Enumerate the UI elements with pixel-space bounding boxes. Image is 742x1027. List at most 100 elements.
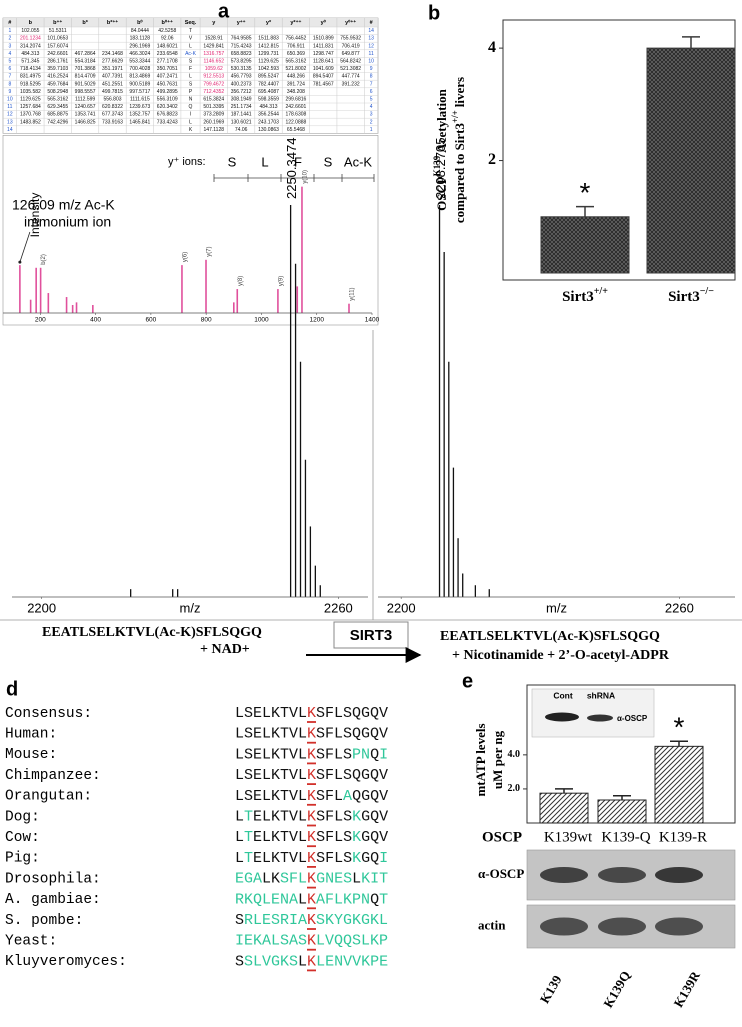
sequence-segment: Q bbox=[370, 891, 379, 908]
enzyme-box bbox=[333, 621, 409, 649]
table-cell: 554.3184 bbox=[75, 59, 96, 65]
table-cell: S bbox=[189, 59, 193, 65]
annotation-pointer bbox=[19, 231, 31, 263]
x-axis-label: m/z bbox=[180, 600, 201, 615]
table-header: b⁰⁺⁺ bbox=[162, 19, 173, 26]
sequence-segment: SKYGKGKL bbox=[316, 912, 388, 929]
table-cell: 712.4352 bbox=[203, 89, 224, 95]
table-cell: 742.4296 bbox=[47, 119, 68, 125]
sequence-segment: EGA bbox=[235, 871, 262, 888]
y-tick-label: 2 bbox=[488, 151, 496, 168]
table-cell: S bbox=[189, 81, 193, 87]
table-cell: 7 bbox=[8, 74, 11, 80]
table-cell: 1129.625 bbox=[20, 97, 41, 103]
species-name: Mouse: bbox=[5, 747, 57, 763]
table-cell: 1429.841 bbox=[203, 43, 224, 49]
table-cell: 700.4028 bbox=[129, 66, 150, 72]
table-cell: 620.8322 bbox=[102, 104, 123, 110]
sequence: LSELKTVLKSFLSQGQV bbox=[235, 726, 388, 743]
table-cell: F bbox=[189, 66, 192, 72]
table-cell: 501.3395 bbox=[203, 104, 224, 110]
table-cell: 4 bbox=[8, 51, 11, 57]
table-cell: 10 bbox=[7, 97, 13, 103]
table-cell: 359.7103 bbox=[47, 66, 68, 72]
table-cell: 718.4134 bbox=[20, 66, 41, 72]
sequence-segment: S bbox=[235, 953, 244, 970]
table-cell: 677.3743 bbox=[102, 112, 123, 118]
sequence: EGALKSFLKGNESLKIT bbox=[235, 871, 388, 888]
table-cell: 1059.62 bbox=[205, 66, 223, 72]
sequence-segment: K bbox=[352, 850, 361, 867]
sequence-segment: K bbox=[307, 891, 316, 908]
table-cell: 157.6074 bbox=[47, 43, 68, 49]
table-cell: 147.1128 bbox=[204, 127, 225, 133]
species-name: Pig: bbox=[5, 851, 40, 867]
species-name: Kluyveromyces: bbox=[5, 954, 127, 970]
table-cell: 74.06 bbox=[235, 127, 248, 133]
table-cell: 813.4869 bbox=[129, 74, 150, 80]
y-label-superscript: +/+ bbox=[450, 110, 460, 123]
ion-residue: S bbox=[228, 154, 237, 169]
species-name: Human: bbox=[5, 727, 57, 743]
table-cell: 1299.731 bbox=[258, 51, 279, 57]
table-cell: 5 bbox=[8, 59, 11, 65]
table-cell: 695.4087 bbox=[258, 89, 279, 95]
table-cell: 701.3868 bbox=[75, 66, 96, 72]
table-header: y bbox=[212, 20, 216, 26]
table-cell: 92.06 bbox=[161, 36, 174, 42]
sequence-segment: L bbox=[352, 871, 361, 888]
table-cell: 187.1441 bbox=[231, 112, 252, 118]
table-cell: 530.3135 bbox=[231, 66, 252, 72]
table-cell: 1510.899 bbox=[313, 36, 334, 42]
inset-lane: shRNA bbox=[587, 690, 615, 700]
bar bbox=[539, 792, 589, 824]
table-cell: 499.7815 bbox=[102, 89, 123, 95]
table-cell: 102.055 bbox=[21, 28, 39, 34]
table-cell: 571.345 bbox=[21, 59, 39, 65]
y-label-part: Acetylation bbox=[434, 88, 449, 152]
sequence: RKQLENALKAFLKPNQT bbox=[235, 891, 388, 908]
y-label-part: livers bbox=[452, 77, 467, 107]
y-axis-label: OSCPK139 Acetylation bbox=[432, 88, 449, 210]
table-header-bg bbox=[3, 18, 378, 27]
table-cell: N bbox=[189, 97, 193, 103]
blot-band bbox=[540, 917, 588, 936]
table-cell: 201.1234 bbox=[20, 36, 41, 42]
table-cell: 1353.741 bbox=[75, 112, 96, 118]
table-cell: 1411.831 bbox=[313, 43, 334, 49]
table-cell: 756.4452 bbox=[285, 36, 306, 42]
table-cell: L bbox=[189, 119, 192, 125]
category-name: Sirt3 bbox=[562, 289, 594, 305]
sequence: LSELKTVLKSFLSQGQV bbox=[235, 767, 388, 784]
table-cell: Q bbox=[189, 104, 193, 110]
blot-band bbox=[540, 867, 588, 883]
table-cell: 1042.593 bbox=[258, 66, 279, 72]
sequence-segment: A bbox=[343, 788, 352, 805]
table-cell: 356.2544 bbox=[258, 112, 279, 118]
sequence-segment: LENVVKPE bbox=[316, 953, 388, 970]
sequence-segment: K bbox=[352, 829, 361, 846]
error-bar bbox=[555, 788, 573, 794]
table-header: y* bbox=[266, 20, 272, 26]
sequence-segment: PN bbox=[352, 746, 370, 763]
table-header: b* bbox=[82, 20, 88, 26]
table-cell: 676.8823 bbox=[157, 112, 178, 118]
panel-label: a bbox=[218, 0, 230, 22]
table-cell: V bbox=[189, 36, 193, 42]
table-cell: 764.9585 bbox=[231, 36, 252, 42]
x-tick-label: 400 bbox=[90, 317, 101, 324]
sequence-segment: K bbox=[307, 850, 316, 867]
table-cell: 1128.641 bbox=[313, 59, 334, 65]
peak-label: y(6) bbox=[183, 252, 189, 262]
reaction-byproducts: + Nicotinamide + 2’-O-acetyl-ADPR bbox=[452, 648, 670, 663]
sequence-segment: L bbox=[235, 829, 244, 846]
sequence-segment: L bbox=[235, 808, 244, 825]
table-cell: 308.1949 bbox=[231, 97, 252, 103]
table-cell: 130.6021 bbox=[231, 119, 252, 125]
table-cell: 416.2524 bbox=[47, 74, 68, 80]
reaction-product: EEATLSELKTVL(Ac-K)SFLSQGQ bbox=[440, 629, 660, 644]
table-cell: 1035.582 bbox=[20, 89, 41, 95]
table-cell: L bbox=[189, 74, 192, 80]
table-cell: 42.5258 bbox=[158, 28, 176, 34]
bar bbox=[654, 745, 704, 824]
